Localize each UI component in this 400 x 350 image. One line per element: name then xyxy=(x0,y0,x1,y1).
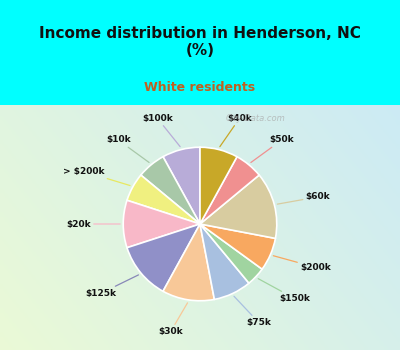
Wedge shape xyxy=(163,224,214,301)
Text: $150k: $150k xyxy=(258,279,310,303)
Wedge shape xyxy=(200,224,276,269)
Wedge shape xyxy=(123,200,200,248)
Text: $75k: $75k xyxy=(234,296,271,327)
Wedge shape xyxy=(200,147,237,224)
Text: $40k: $40k xyxy=(220,114,252,147)
Text: $50k: $50k xyxy=(251,135,294,162)
Text: Income distribution in Henderson, NC
(%): Income distribution in Henderson, NC (%) xyxy=(39,26,361,58)
Wedge shape xyxy=(127,175,200,224)
Text: White residents: White residents xyxy=(144,81,256,94)
Text: > $200k: > $200k xyxy=(63,167,130,186)
Text: $30k: $30k xyxy=(158,303,188,336)
Wedge shape xyxy=(163,147,200,224)
Text: $100k: $100k xyxy=(142,114,180,147)
Wedge shape xyxy=(200,224,249,299)
Text: $20k: $20k xyxy=(66,219,120,229)
Wedge shape xyxy=(200,175,277,238)
Wedge shape xyxy=(200,157,259,224)
Text: $200k: $200k xyxy=(273,256,331,272)
Text: City-Data.com: City-Data.com xyxy=(226,113,285,122)
Wedge shape xyxy=(127,224,200,291)
Wedge shape xyxy=(200,224,262,283)
Text: $125k: $125k xyxy=(85,275,138,298)
Text: $60k: $60k xyxy=(277,193,330,204)
Wedge shape xyxy=(141,157,200,224)
Text: $10k: $10k xyxy=(106,135,149,162)
